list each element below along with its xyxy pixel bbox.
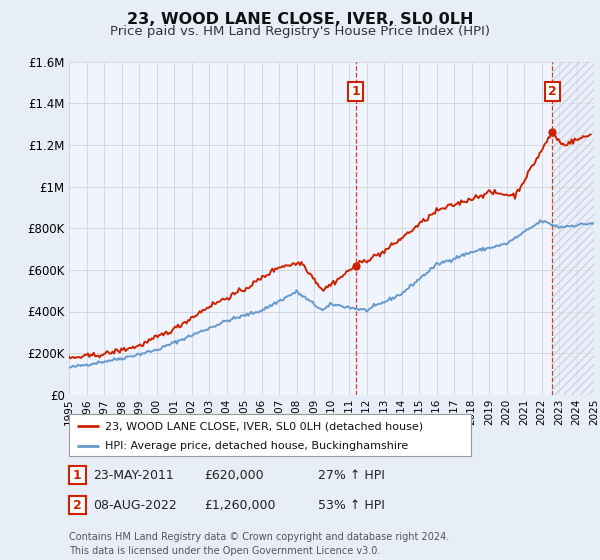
Point <box>351 261 361 270</box>
Text: Price paid vs. HM Land Registry's House Price Index (HPI): Price paid vs. HM Land Registry's House … <box>110 25 490 38</box>
Text: 27% ↑ HPI: 27% ↑ HPI <box>318 469 385 482</box>
Text: £1,260,000: £1,260,000 <box>204 498 275 512</box>
Text: 08-AUG-2022: 08-AUG-2022 <box>93 498 177 512</box>
Text: 1: 1 <box>351 85 360 98</box>
Bar <box>552 62 594 395</box>
Bar <box>552 62 594 395</box>
Text: 23, WOOD LANE CLOSE, IVER, SL0 0LH (detached house): 23, WOOD LANE CLOSE, IVER, SL0 0LH (deta… <box>105 421 424 431</box>
Text: Contains HM Land Registry data © Crown copyright and database right 2024.
This d: Contains HM Land Registry data © Crown c… <box>69 533 449 556</box>
Text: 53% ↑ HPI: 53% ↑ HPI <box>318 498 385 512</box>
Text: £620,000: £620,000 <box>204 469 263 482</box>
Text: 23, WOOD LANE CLOSE, IVER, SL0 0LH: 23, WOOD LANE CLOSE, IVER, SL0 0LH <box>127 12 473 27</box>
Text: HPI: Average price, detached house, Buckinghamshire: HPI: Average price, detached house, Buck… <box>105 441 409 451</box>
Text: 2: 2 <box>548 85 556 98</box>
Text: 2: 2 <box>73 498 82 512</box>
Text: 23-MAY-2011: 23-MAY-2011 <box>93 469 174 482</box>
Point <box>547 128 557 137</box>
Text: 1: 1 <box>73 469 82 482</box>
